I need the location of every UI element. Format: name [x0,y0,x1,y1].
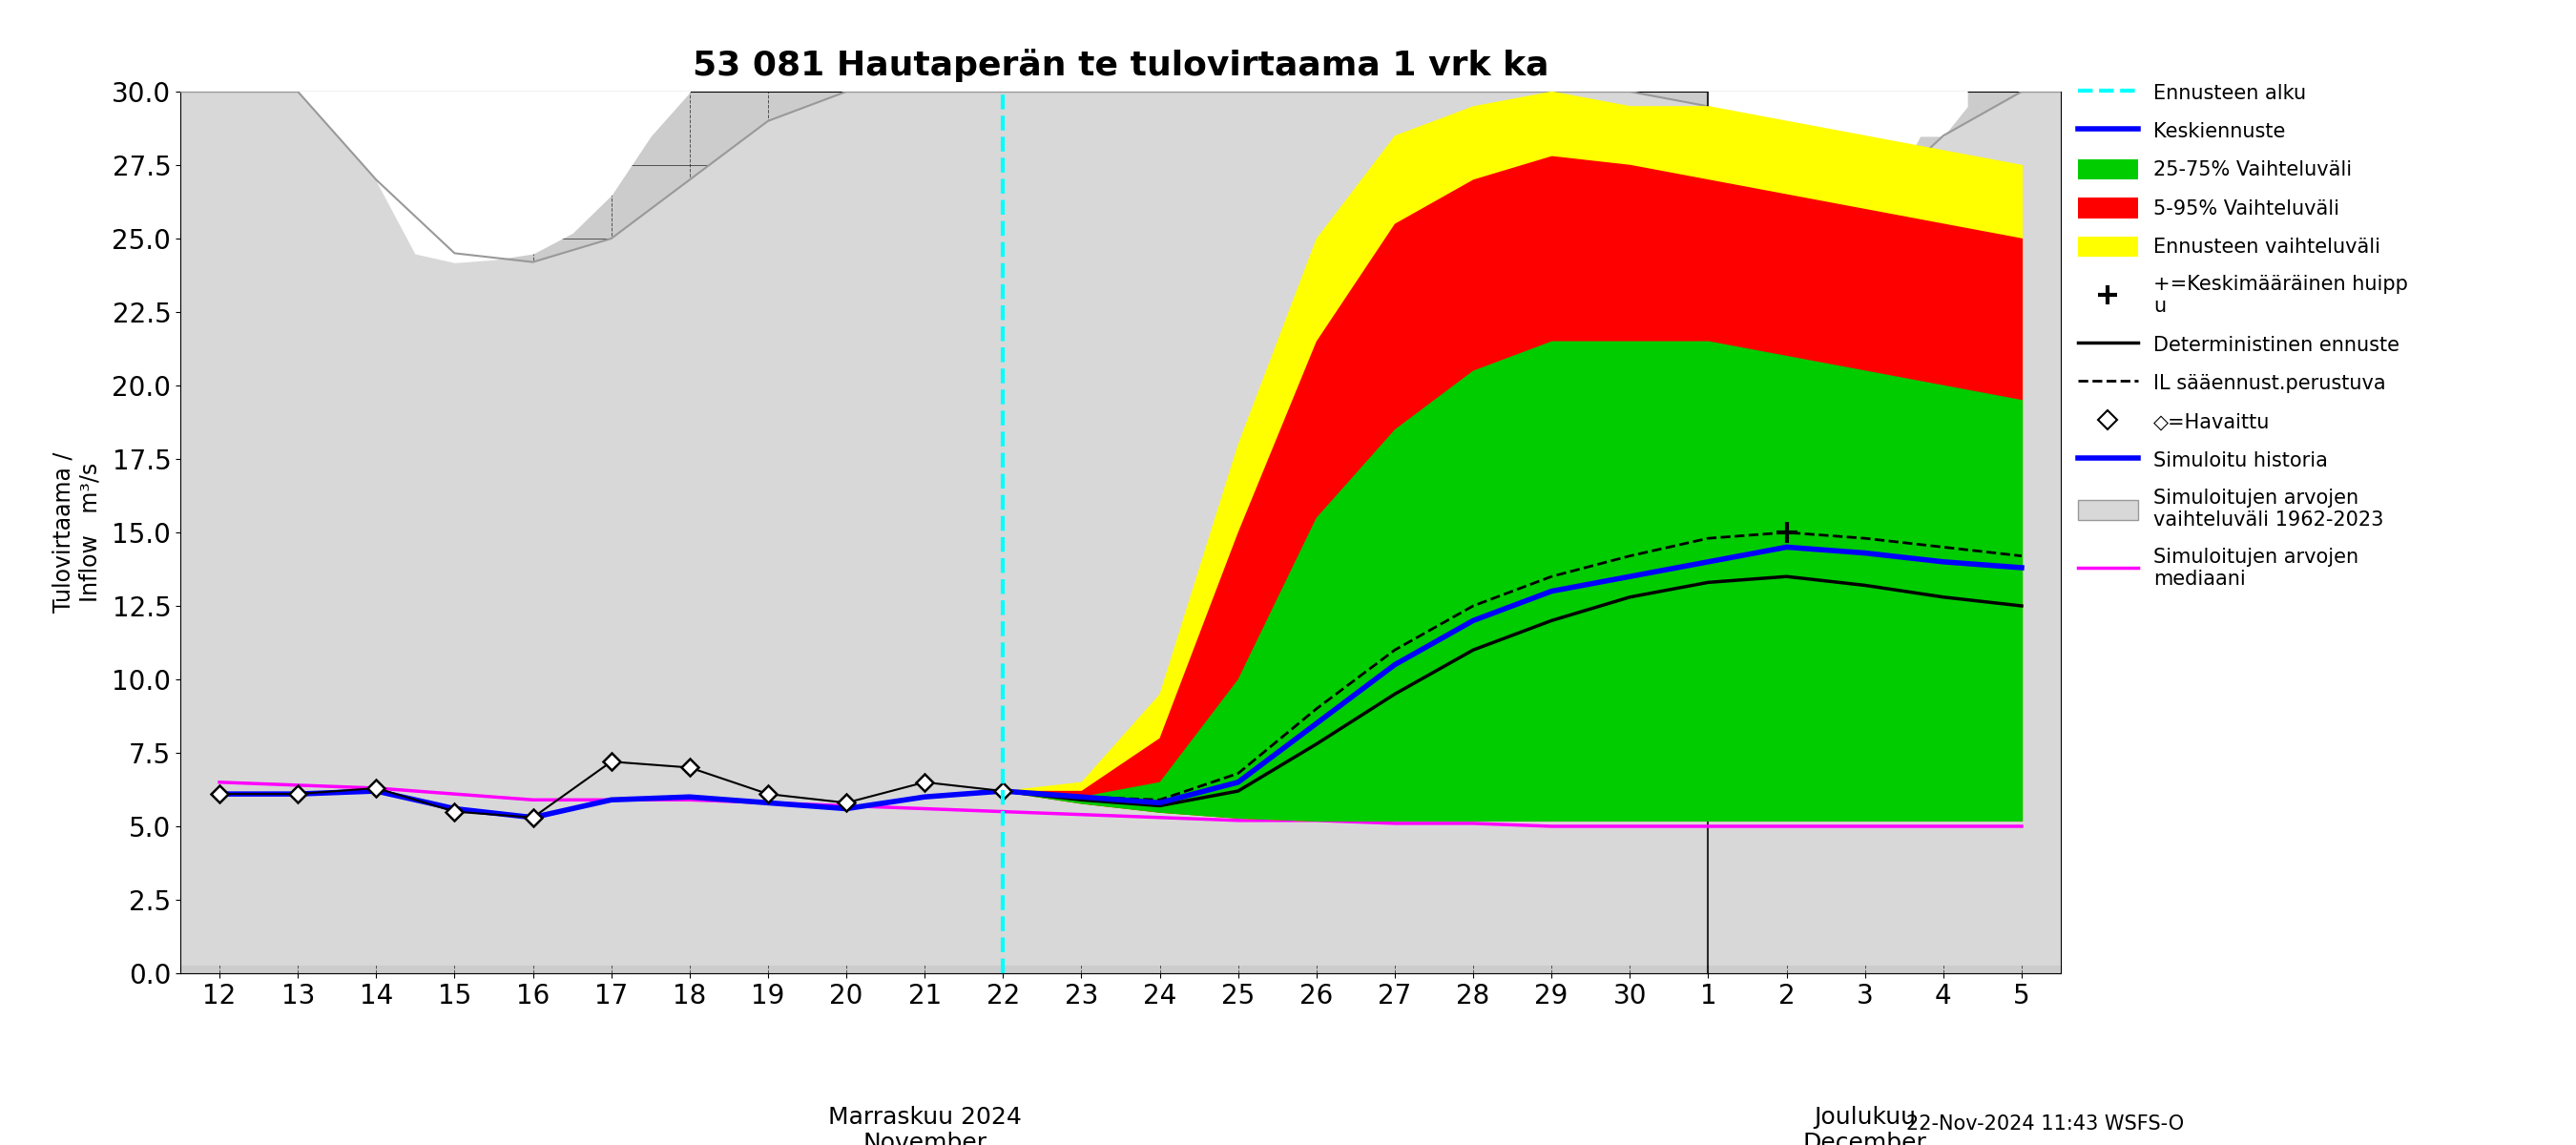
Legend: Ennusteen alku, Keskiennuste, 25-75% Vaihteluväli, 5-95% Vaihteluväli, Ennusteen: Ennusteen alku, Keskiennuste, 25-75% Vai… [2071,74,2416,597]
Text: Marraskuu 2024
November: Marraskuu 2024 November [827,1106,1023,1145]
Title: 53 081 Hautaperän te tulovirtaama 1 vrk ka: 53 081 Hautaperän te tulovirtaama 1 vrk … [693,49,1548,82]
Y-axis label: Tulovirtaama /
Inflow   m³/s: Tulovirtaama / Inflow m³/s [52,452,100,613]
Text: Joulukuu
December: Joulukuu December [1803,1106,1927,1145]
Text: 22-Nov-2024 11:43 WSFS-O: 22-Nov-2024 11:43 WSFS-O [1906,1114,2184,1134]
